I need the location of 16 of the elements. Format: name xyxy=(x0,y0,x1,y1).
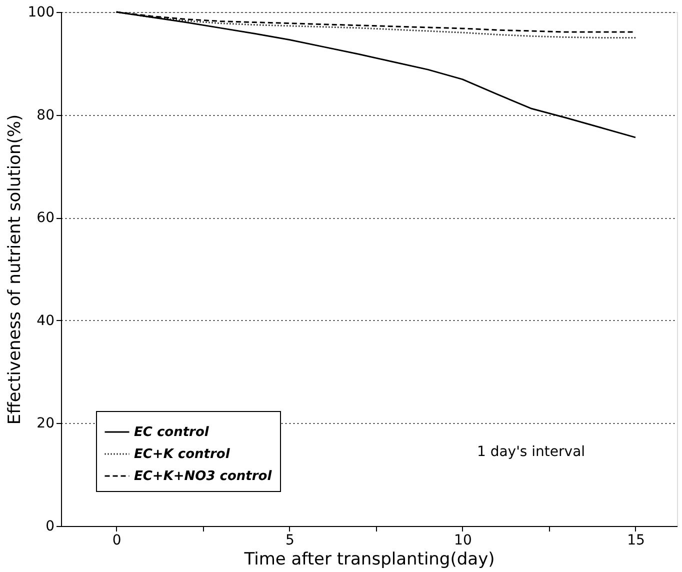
legend-label: EC control xyxy=(134,425,210,440)
legend-label: EC+K control xyxy=(134,447,230,462)
legend-label: EC+K+NO3 control xyxy=(134,469,272,484)
y-tick-label: 80 xyxy=(36,107,54,124)
y-tick-label: 0 xyxy=(46,518,54,534)
x-tick-label: 15 xyxy=(627,532,645,548)
y-tick-label: 40 xyxy=(36,312,54,329)
y-tick-label: 60 xyxy=(36,210,54,226)
x-tick-label: 5 xyxy=(285,532,294,548)
y-axis-title: Effectiveness of nutrient solution(%) xyxy=(4,114,25,425)
y-tick-label: 100 xyxy=(28,4,54,20)
x-axis-title: Time after transplanting(day) xyxy=(243,550,495,570)
y-tick-label: 20 xyxy=(36,416,54,432)
annotation: 1 day's interval xyxy=(476,444,586,460)
x-tick-label: 0 xyxy=(112,532,122,548)
x-tick-label: 10 xyxy=(454,532,472,548)
